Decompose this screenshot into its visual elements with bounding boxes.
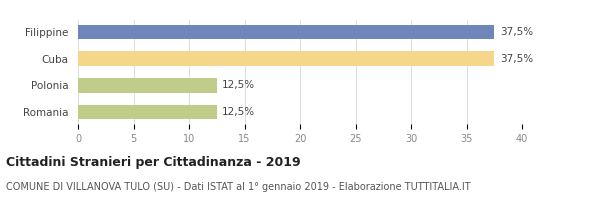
Text: COMUNE DI VILLANOVA TULO (SU) - Dati ISTAT al 1° gennaio 2019 - Elaborazione TUT: COMUNE DI VILLANOVA TULO (SU) - Dati IST… — [6, 182, 470, 192]
Bar — [78, 105, 217, 119]
Text: Cittadini Stranieri per Cittadinanza - 2019: Cittadini Stranieri per Cittadinanza - 2… — [6, 156, 301, 169]
Bar — [78, 25, 494, 39]
Text: 37,5%: 37,5% — [500, 27, 533, 37]
Bar — [78, 51, 494, 66]
Text: 12,5%: 12,5% — [223, 107, 256, 117]
Text: 37,5%: 37,5% — [500, 54, 533, 64]
Legend: Asia, America, Europa: Asia, America, Europa — [197, 0, 403, 4]
Bar — [78, 78, 217, 93]
Text: 12,5%: 12,5% — [223, 80, 256, 90]
